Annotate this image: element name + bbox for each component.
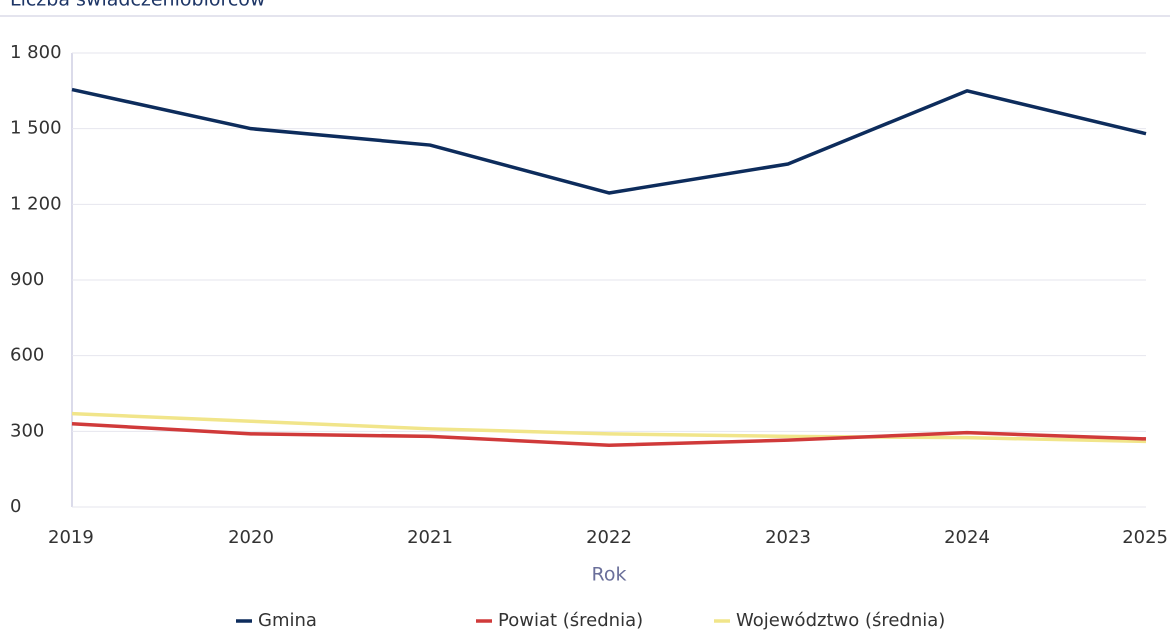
x-tick-label: 2023 xyxy=(765,527,811,548)
y-tick-label: 1 800 xyxy=(10,42,62,63)
y-tick-label: 1 200 xyxy=(10,193,62,214)
y-tick-label: 600 xyxy=(10,345,44,366)
legend-label: Powiat (średnia) xyxy=(498,610,643,630)
legend-label: Gmina xyxy=(258,610,317,630)
x-tick-label: 2019 xyxy=(48,527,94,548)
y-tick-label: 300 xyxy=(10,420,44,441)
legend-label: Województwo (średnia) xyxy=(736,610,945,630)
x-tick-label: 2025 xyxy=(1122,527,1168,548)
y-tick-label: 900 xyxy=(10,269,44,290)
x-tick-label: 2024 xyxy=(944,527,990,548)
x-tick-label: 2021 xyxy=(407,527,453,548)
x-axis-label: Rok xyxy=(592,564,627,586)
chart-title: Liczba świadczeniobiorców xyxy=(10,0,265,11)
x-tick-label: 2020 xyxy=(228,527,274,548)
y-tick-label: 0 xyxy=(10,496,21,517)
series-line xyxy=(71,422,1147,447)
y-tick-label: 1 500 xyxy=(10,118,62,139)
x-tick-label: 2022 xyxy=(586,527,632,548)
series-line xyxy=(71,411,1147,444)
series-line xyxy=(71,87,1147,195)
